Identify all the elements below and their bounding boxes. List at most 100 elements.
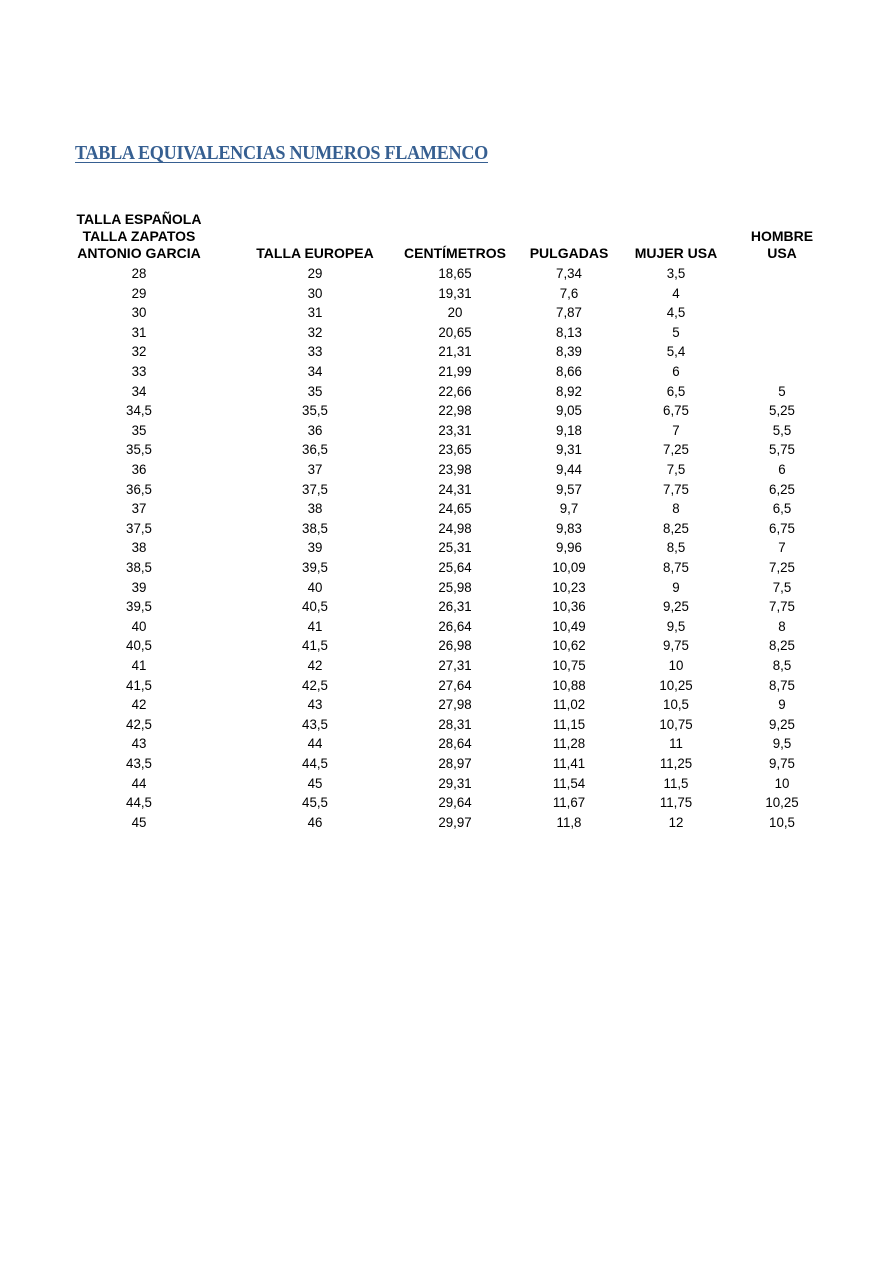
col-women-usa-cell: 4,5 [666,304,686,321]
col-men-usa-cell: 5 [778,382,786,399]
table-row: 28 29 18,65 7,34 3,5 [0,264,892,283]
table-row: 34 35 22,66 8,92 6,5 5 [0,382,892,401]
col-european-size-cell: 37,5 [302,480,328,497]
col-spanish-size-cell: 38 [131,539,147,556]
col-european-size-cell: 39,5 [302,559,328,575]
col-women-usa-cell: 11,5 [663,774,689,791]
table-row: 31 32 20,65 8,13 5 [0,323,892,342]
table-row: 44 45 29,31 11,54 11,5 10 [0,774,892,793]
col-men-usa-cell: 5,25 [769,402,795,419]
col-spanish-size-cell: 45 [131,813,147,830]
col-spanish-size-cell: 33 [131,363,147,379]
table-row: 35,5 36,5 23,65 9,31 7,25 5,75 [0,440,892,459]
table-row: 39,5 40,5 26,31 10,36 9,25 7,75 [0,597,892,616]
table-row: 38 39 25,31 9,96 8,5 7 [0,538,892,557]
col-european-size-cell: 41,5 [302,637,328,654]
col-spanish-size-cell: 44,5 [126,794,152,811]
col-inches-cell: 7,6 [559,284,579,301]
col-spanish-size-cell: 37 [131,500,147,517]
col-spanish-size-cell: 32 [131,343,147,360]
header-col-men-usa: HOMBRE USA [697,228,867,262]
col-inches-cell: 9,7 [559,500,579,517]
header-line: HOMBRE [750,228,814,244]
col-spanish-size-cell: 44 [131,774,147,791]
col-women-usa-cell: 6,75 [663,402,689,419]
table-row: 41,5 42,5 27,64 10,88 10,25 8,75 [0,676,892,695]
col-men-usa-cell: 6,25 [769,480,795,497]
col-spanish-size-cell: 42,5 [126,715,152,732]
col-european-size-cell: 37 [307,461,323,477]
header-line: TALLA ZAPATOS [82,228,196,244]
col-centimeters-cell: 25,98 [438,578,472,595]
header-col-centimeters: CENTÍMETROS [370,245,540,262]
table-row: 42,5 43,5 28,31 11,15 10,75 9,25 [0,715,892,734]
header-col-inches: PULGADAS [484,245,654,262]
col-centimeters-cell: 28,64 [438,735,472,752]
col-men-usa-cell: 6,75 [769,519,795,536]
table-row: 45 46 29,97 11,8 12 10,5 [0,813,892,832]
col-inches-cell: 11,67 [552,794,586,811]
col-men-usa-cell: 6,5 [772,500,792,517]
col-inches-cell: 9,83 [556,519,582,536]
col-centimeters-cell: 26,98 [438,637,472,654]
col-centimeters-cell: 26,31 [438,598,472,615]
col-centimeters-cell: 26,64 [438,617,472,634]
col-european-size-cell: 34 [307,363,323,379]
table-row: 40 41 26,64 10,49 9,5 8 [0,617,892,636]
col-women-usa-cell: 7,5 [666,461,686,477]
col-centimeters-cell: 23,98 [438,461,472,477]
col-inches-cell: 11,15 [552,715,586,732]
col-european-size-cell: 44,5 [302,755,328,771]
col-spanish-size-cell: 34,5 [126,402,152,419]
col-centimeters-cell: 21,99 [438,363,472,379]
col-centimeters-cell: 18,65 [438,265,472,281]
col-men-usa-cell: 10 [774,774,790,791]
col-european-size-cell: 32 [307,323,323,340]
col-centimeters-cell: 21,31 [438,343,472,360]
col-centimeters-cell: 29,97 [438,813,472,830]
col-spanish-size-cell: 38,5 [126,559,152,575]
col-centimeters-cell: 22,98 [438,402,472,419]
col-centimeters-cell: 27,31 [438,657,472,673]
col-women-usa-cell: 10,25 [659,676,693,693]
col-women-usa-cell: 9,25 [663,598,689,615]
col-spanish-size-cell: 39 [131,578,147,595]
col-inches-cell: 11,41 [552,755,586,771]
table-row: 36,5 37,5 24,31 9,57 7,75 6,25 [0,480,892,499]
col-women-usa-cell: 8,25 [663,519,689,536]
col-inches-cell: 7,34 [556,265,582,281]
col-spanish-size-cell: 43,5 [126,755,152,771]
col-european-size-cell: 33 [307,343,323,360]
col-centimeters-cell: 27,64 [438,676,472,693]
col-men-usa-cell: 9 [778,696,786,713]
col-inches-cell: 8,66 [556,363,582,379]
col-european-size-cell: 40 [307,578,323,595]
col-women-usa-cell: 7,75 [663,480,689,497]
col-european-size-cell: 30 [307,284,323,301]
col-women-usa-cell: 8 [672,500,680,517]
col-men-usa-cell: 8,25 [769,637,795,654]
col-centimeters-cell: 25,31 [438,539,472,556]
table-row: 42 43 27,98 11,02 10,5 9 [0,695,892,714]
table-row: 39 40 25,98 10,23 9 7,5 [0,578,892,597]
col-women-usa-cell: 7,25 [663,441,689,458]
col-inches-cell: 8,13 [556,323,582,340]
col-european-size-cell: 35 [307,382,323,399]
col-inches-cell: 9,96 [556,539,582,556]
table-row: 38,5 39,5 25,64 10,09 8,75 7,25 [0,558,892,577]
col-spanish-size-cell: 39,5 [126,598,152,615]
page-title: TABLA EQUIVALENCIAS NUMEROS FLAMENCO [75,143,489,164]
col-european-size-cell: 31 [307,304,323,321]
col-centimeters-cell: 28,97 [438,755,472,771]
col-european-size-cell: 42,5 [302,676,328,693]
col-women-usa-cell: 9,75 [663,637,689,654]
col-centimeters-cell: 19,31 [438,284,472,301]
header-line: ANTONIO GARCIA [77,245,201,261]
col-men-usa-cell: 10,5 [769,813,795,830]
col-spanish-size-cell: 42 [131,696,147,713]
col-inches-cell: 10,23 [552,578,586,595]
col-men-usa-cell: 10,25 [765,794,799,811]
col-men-usa-cell: 9,5 [772,735,792,752]
col-men-usa-cell: 7,75 [769,598,795,615]
header-line: MUJER USA [634,245,718,261]
